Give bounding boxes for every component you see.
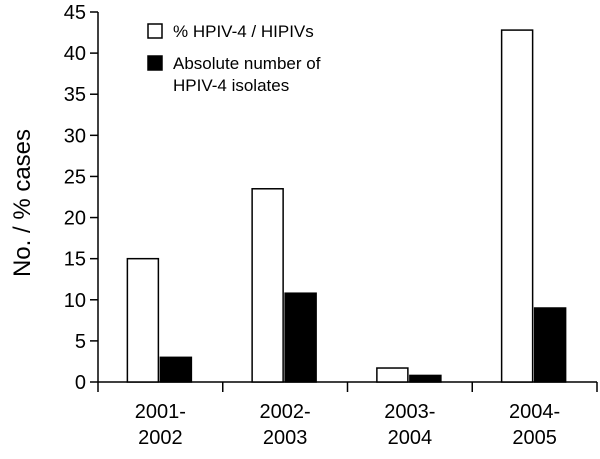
y-tick-label: 35 bbox=[64, 84, 86, 106]
bar-absolute-hpiv4 bbox=[284, 292, 317, 383]
y-axis-title-group: No. / % cases bbox=[9, 129, 36, 277]
legend-swatch bbox=[147, 23, 163, 39]
legend: % HPIV-4 / HIPIVs Absolute number of HPIV-… bbox=[147, 22, 321, 95]
bar-percent-hpiv4 bbox=[126, 257, 160, 383]
legend-label: % HPIV-4 / HIPIVs bbox=[173, 22, 314, 41]
y-tick-label: 15 bbox=[64, 249, 86, 271]
bar-absolute-hpiv4 bbox=[409, 374, 442, 383]
plot-area: 0 5 10 15 20 25 30 35 40 45 2001-2002 2002-2003 2003… bbox=[64, 2, 598, 449]
y-tick-label: 30 bbox=[64, 125, 86, 147]
bar-percent-hpiv4 bbox=[251, 188, 284, 383]
bar-percent-hpiv4 bbox=[376, 367, 409, 383]
y-tick-label: 45 bbox=[64, 2, 86, 24]
y-tick-label: 20 bbox=[64, 208, 86, 230]
y-tick-label: 25 bbox=[64, 166, 86, 188]
y-axis-title: No. / % cases bbox=[9, 129, 36, 277]
y-tick-label: 0 bbox=[75, 372, 86, 394]
bar-percent-hpiv4 bbox=[500, 29, 534, 383]
y-tick-label: 10 bbox=[64, 290, 86, 312]
bar-absolute-hpiv4 bbox=[533, 307, 567, 383]
y-tick-label: 5 bbox=[75, 331, 86, 353]
x-tick-label: 2001-2002 bbox=[135, 401, 186, 449]
y-tick-label: 40 bbox=[64, 43, 86, 65]
legend-swatch bbox=[147, 55, 163, 71]
x-tick-label: 2003-2004 bbox=[384, 401, 435, 449]
x-tick-label: 2002-2003 bbox=[260, 401, 311, 449]
x-tick-label: 2004-2005 bbox=[509, 401, 560, 449]
bar-absolute-hpiv4 bbox=[159, 356, 193, 383]
legend-label: Absolute number of HPIV-4 isolates bbox=[173, 54, 321, 95]
